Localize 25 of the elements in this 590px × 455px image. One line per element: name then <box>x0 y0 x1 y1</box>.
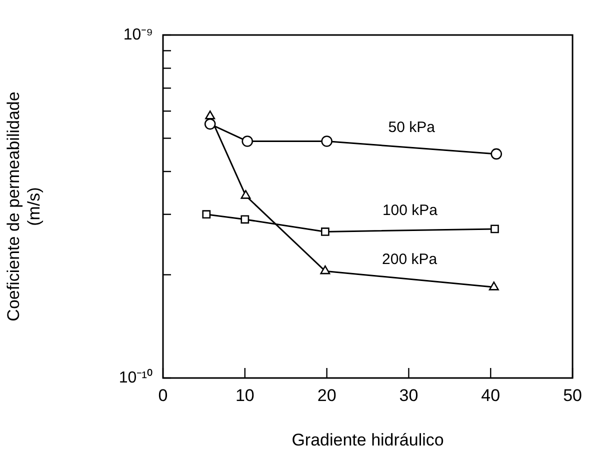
point <box>204 118 216 130</box>
x-tick-label: 0 <box>158 386 168 405</box>
y-tick-label: 10⁻¹⁰ <box>118 368 153 386</box>
x-axis-title: Gradiente hidráulico <box>292 430 444 450</box>
x-tick-label: 30 <box>399 386 418 405</box>
point <box>320 265 330 274</box>
point <box>490 148 502 160</box>
y-tick-label: 10⁻⁹ <box>123 26 153 44</box>
x-tick-label: 40 <box>481 386 500 405</box>
y-axis-title: Coeficiente de permeabilidade (m/s) <box>4 92 44 322</box>
point <box>240 190 251 199</box>
point <box>320 228 330 236</box>
x-tick-label: 20 <box>317 386 336 405</box>
point <box>488 282 499 290</box>
series-label: 200 kPa <box>382 250 438 268</box>
x-tick-label: 50 <box>563 386 582 405</box>
point <box>242 136 254 147</box>
point <box>321 136 332 147</box>
point <box>240 215 250 224</box>
x-tick-label: 10 <box>235 386 254 405</box>
series-label: 100 kPa <box>382 202 438 219</box>
point <box>205 110 216 120</box>
series-label: 50 kPa <box>388 119 436 136</box>
point <box>490 224 499 234</box>
point <box>202 210 211 219</box>
